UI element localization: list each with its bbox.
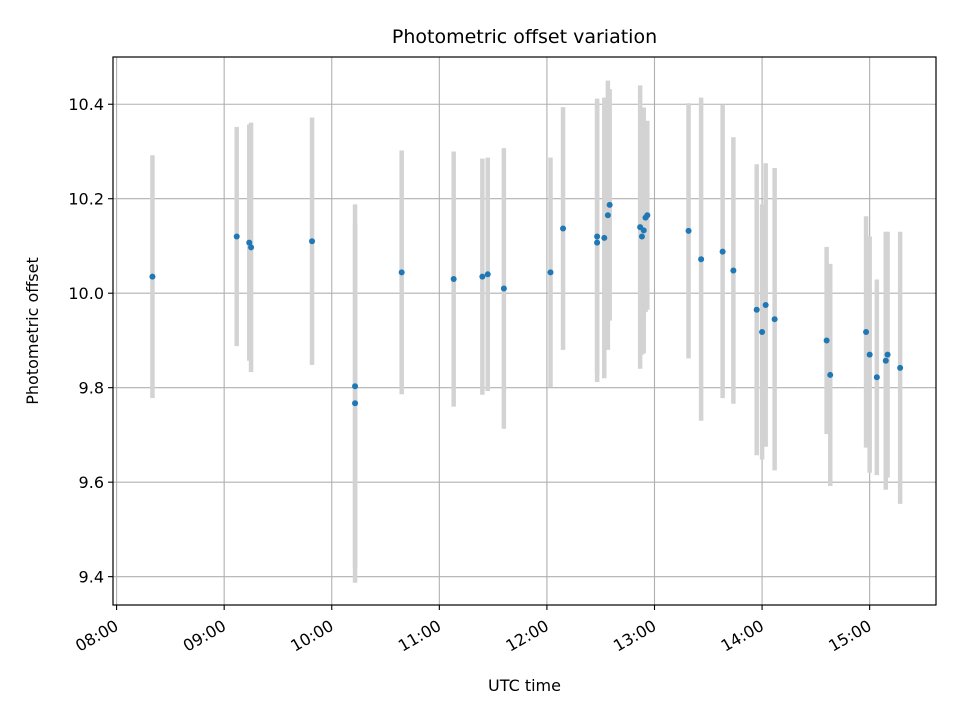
x-tick-label: 09:00 [180, 616, 229, 656]
data-point [547, 269, 554, 276]
plot-frame [112, 56, 937, 606]
chart-title: Photometric offset variation [392, 26, 657, 48]
data-point [601, 234, 608, 241]
data-point [233, 233, 240, 240]
data-point [730, 267, 737, 274]
data-point [594, 239, 601, 246]
data-point [759, 328, 766, 335]
data-point [685, 227, 692, 234]
data-point [606, 201, 613, 208]
data-point [484, 271, 491, 278]
data-point [149, 273, 156, 280]
data-point [882, 357, 889, 364]
data-point [863, 328, 870, 335]
y-tick-label: 9.6 [79, 473, 104, 492]
data-points [149, 201, 904, 407]
data-point [897, 364, 904, 371]
data-point [762, 302, 769, 309]
data-point [500, 285, 507, 292]
data-point [246, 239, 253, 246]
x-tick-label: 13:00 [610, 616, 659, 656]
x-tick-label: 12:00 [502, 616, 551, 656]
data-point [771, 316, 778, 323]
y-tick-label: 9.8 [79, 379, 104, 398]
y-tick-label: 10.0 [68, 284, 104, 303]
x-tick-label: 14:00 [718, 616, 767, 656]
y-tick-label: 10.4 [68, 95, 104, 114]
x-tick-label: 08:00 [72, 616, 121, 656]
data-point [352, 383, 359, 390]
data-point [873, 374, 880, 381]
data-point [644, 212, 651, 219]
data-point [352, 400, 359, 407]
data-point [604, 212, 611, 219]
x-axis-label: UTC time [488, 676, 561, 695]
data-point [638, 233, 645, 240]
data-point [309, 238, 316, 245]
error-bars [150, 80, 903, 583]
data-point [698, 256, 705, 263]
data-point [884, 351, 891, 358]
data-point [823, 337, 830, 344]
y-tick-label: 10.2 [68, 190, 104, 209]
data-point [640, 227, 647, 234]
data-point [594, 233, 601, 240]
y-tick-label: 9.4 [79, 568, 104, 587]
data-point [560, 225, 567, 232]
x-tick-label: 15:00 [825, 616, 874, 656]
x-axis-ticks: 08:00 09:00 10:00 11:00 12:00 13:00 14:00 15:00 [72, 605, 875, 656]
data-point [479, 273, 486, 280]
data-point [719, 248, 726, 255]
data-point [450, 276, 457, 283]
data-point [248, 244, 255, 251]
data-point [827, 371, 834, 378]
y-axis-ticks: 9.4 9.6 9.8 10.0 10.2 10.4 [68, 95, 113, 587]
x-tick-label: 11:00 [395, 616, 444, 656]
data-point [753, 306, 760, 313]
x-tick-label: 10:00 [287, 616, 336, 656]
data-point [866, 351, 873, 358]
data-point [398, 269, 405, 276]
y-axis-label: Photometric offset [23, 257, 42, 405]
